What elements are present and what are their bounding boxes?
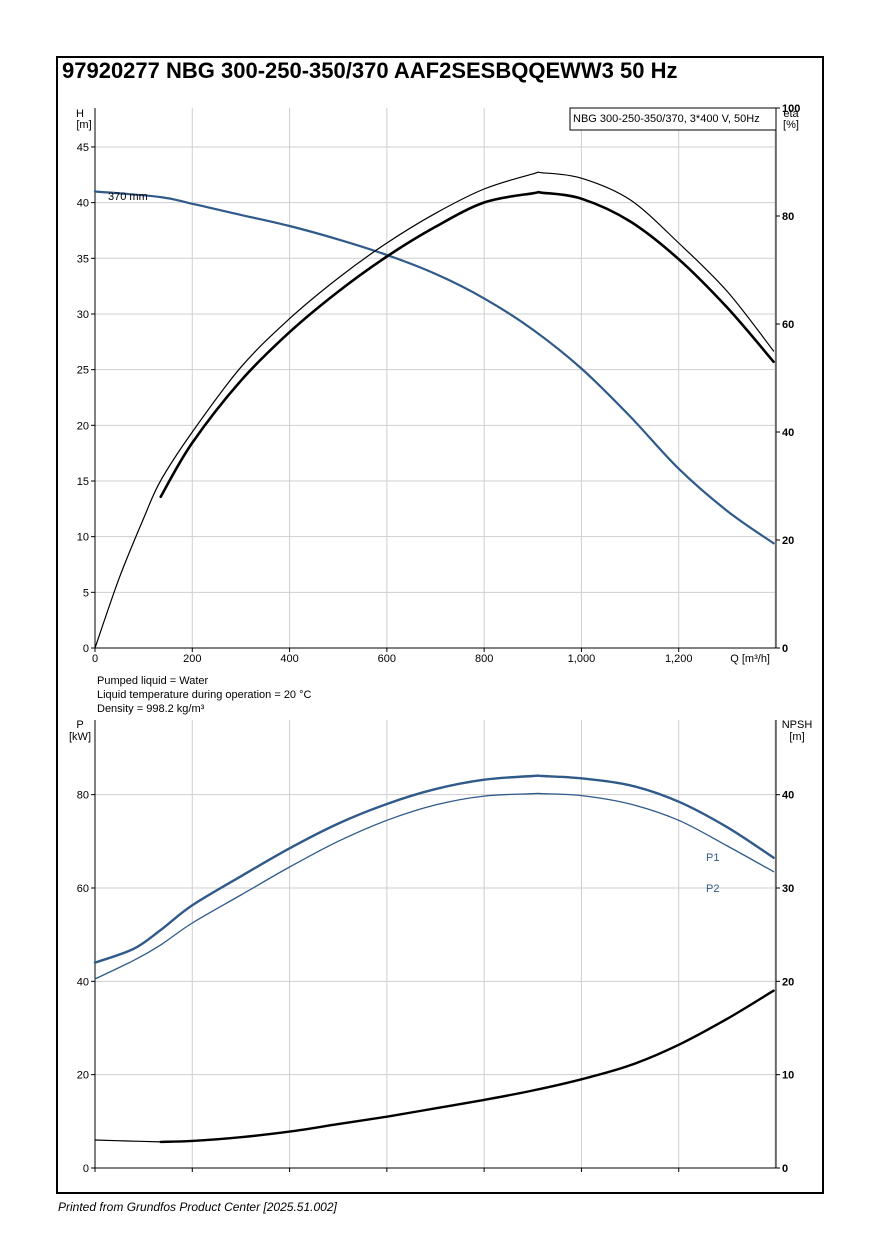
footer-note: Printed from Grundfos Product Center [20… [58,1200,337,1214]
y-left-label: P [76,719,83,731]
y-right-tick-label: 60 [782,319,794,331]
series-label-p2: P2 [706,883,719,895]
y-left-tick-label: 25 [77,365,89,377]
y-left-unit: [kW] [69,731,91,743]
tick-labels: 0 5 10 15 20 25 30 35 40 45 0 20 40 60 80 100 0 200 400 600… [77,103,801,665]
y-right-label: NPSH [782,719,813,731]
info-liquid: Pumped liquid = Water [97,675,209,687]
axes [91,720,780,1172]
info-density: Density = 998.2 kg/m³ [97,703,205,715]
series-line-0 [93,190,775,545]
y-left-tick-label: 80 [77,790,89,802]
liquid-info: Pumped liquid = Water Liquid temperature… [97,675,312,715]
legend-box [569,107,777,131]
curve-label-370mm: 370 mm [108,191,148,203]
x-tick-label: 1,200 [665,653,693,665]
y-left-tick-label: 10 [77,532,89,544]
y-left-tick-label: 0 [83,1163,89,1175]
x-tick-label: 600 [378,653,396,665]
series-line-p1 [93,774,775,964]
grid [95,108,776,648]
y-right-unit: [%] [783,119,799,131]
y-right-tick-label: 40 [782,427,794,439]
y-right-tick-label: 10 [782,1070,794,1082]
grid [95,720,776,1168]
y-right-tick-label: 0 [782,1163,788,1175]
y-right-tick-label: 0 [782,643,788,655]
y-left-tick-label: 60 [77,883,89,895]
page-title: 97920277 NBG 300-250-350/370 AAF2SESBQQE… [62,58,678,83]
tick-labels: 0 20 40 60 80 0 10 20 30 40 [77,790,795,1175]
x-axis-label: Q [m³/h] [730,653,770,665]
series-line-1 [94,171,775,649]
y-right-tick-label: 20 [782,976,794,988]
y-right-tick-label: 100 [782,103,800,115]
info-temperature: Liquid temperature during operation = 20… [97,689,312,701]
y-left-tick-label: 45 [77,142,89,154]
y-right-unit: [m] [789,731,804,743]
y-right-label: eta [783,108,799,120]
head-efficiency-chart: 0 5 10 15 20 25 30 35 40 45 0 20 40 60 80 100 0 200 400 600… [76,103,800,665]
legend-box-text: NBG 300-250-350/370, 3*400 V, 50Hz [573,113,760,125]
y-right-tick-label: 30 [782,883,794,895]
series-line-3 [94,1139,162,1143]
y-left-tick-label: 20 [77,1070,89,1082]
series-line-p2 [94,792,775,980]
y-left-tick-label: 5 [83,587,89,599]
axes [91,107,780,652]
y-left-tick-label: 30 [77,309,89,321]
series-line-npsh [159,989,775,1144]
y-right-tick-label: 80 [782,211,794,223]
series [93,774,775,1144]
chart-frame [56,56,824,1194]
y-right-tick-label: 20 [782,535,794,547]
y-left-tick-label: 15 [77,476,89,488]
x-tick-label: 0 [92,653,98,665]
x-tick-label: 800 [475,653,493,665]
y-left-tick-label: 40 [77,198,89,210]
series-label-p1: P1 [706,852,719,864]
x-tick-label: 400 [280,653,298,665]
series [93,171,775,649]
power-npsh-chart: 0 20 40 60 80 0 10 20 30 40 P [kW] NPSH [m] P1 P2 [69,719,812,1175]
series-line-2 [159,190,775,499]
y-right-tick-label: 40 [782,790,794,802]
y-left-tick-label: 40 [77,976,89,988]
y-left-tick-label: 20 [77,420,89,432]
x-tick-label: 200 [183,653,201,665]
y-left-tick-label: 0 [83,643,89,655]
x-tick-label: 1,000 [568,653,596,665]
y-left-tick-label: 35 [77,253,89,265]
y-left-label: H [76,108,84,120]
y-left-unit: [m] [76,119,91,131]
